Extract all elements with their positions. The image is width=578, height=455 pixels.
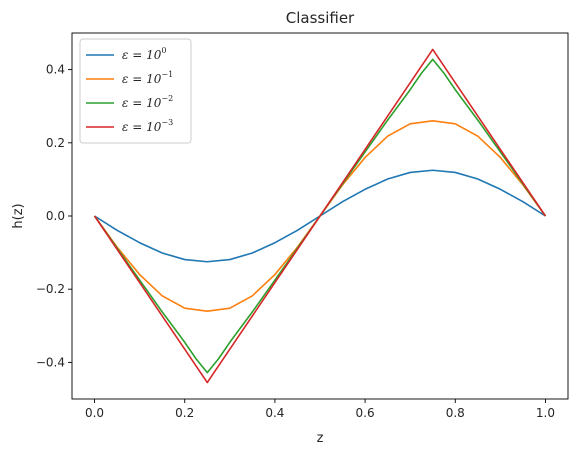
y-axis-label: h(z) bbox=[11, 203, 26, 228]
legend-box bbox=[79, 38, 192, 144]
legend-label-2: ε = 10−2 bbox=[122, 94, 173, 110]
y-tick-label: 0.2 bbox=[46, 136, 65, 150]
x-tick-label: 0.6 bbox=[356, 406, 375, 420]
axes: 0.0 0.2 0.4 0.6 0.8 1.0 −0.4 −0.2 0.0 0.2 0.4 bbox=[36, 32, 569, 420]
x-tick-label: 1.0 bbox=[536, 406, 555, 420]
legend-label-0: ε = 100 bbox=[122, 46, 167, 62]
x-tick-label: 0.0 bbox=[85, 406, 104, 420]
legend-label-1: ε = 10−1 bbox=[122, 70, 173, 86]
legend-label-3: ε = 10−3 bbox=[122, 118, 173, 134]
x-tick-label: 0.4 bbox=[265, 406, 284, 420]
plot-area bbox=[93, 48, 547, 384]
legend: ε = 100 ε = 10−1 ε = 10−2 ε = 10−3 bbox=[79, 38, 192, 144]
y-tick-label: −0.2 bbox=[36, 282, 65, 296]
series-line-3 bbox=[93, 48, 547, 384]
y-tick-label: −0.4 bbox=[36, 355, 65, 369]
chart-title: Classifier bbox=[286, 9, 355, 27]
y-tick-label: 0.4 bbox=[46, 63, 65, 77]
x-tick-label: 0.8 bbox=[446, 406, 465, 420]
x-axis-label: z bbox=[317, 431, 324, 446]
y-tick-label: 0.0 bbox=[46, 209, 65, 223]
x-tick-label: 0.2 bbox=[175, 406, 194, 420]
